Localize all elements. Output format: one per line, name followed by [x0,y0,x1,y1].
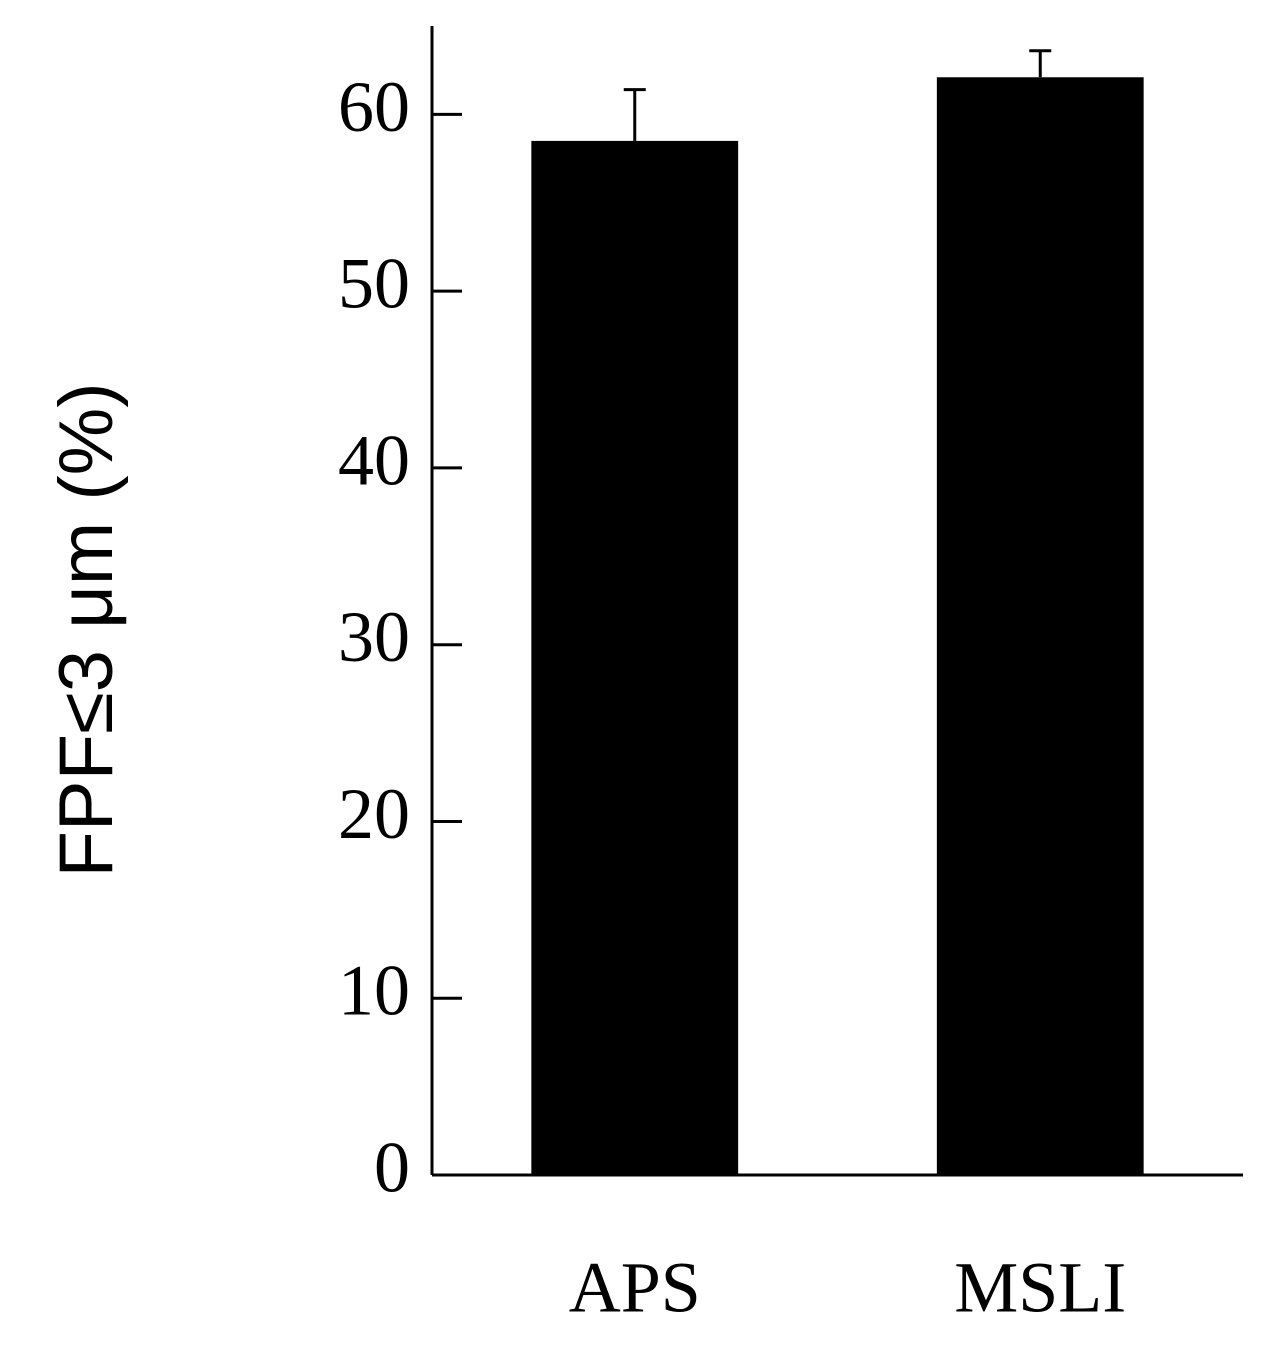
x-tick-label: APS [569,1248,701,1328]
error-bar [1029,49,1052,78]
y-tick-label: 0 [374,1128,410,1208]
bar [531,140,739,1175]
error-bar [623,88,646,141]
y-tick-label: 60 [338,67,410,147]
x-tick-label: MSLI [954,1248,1126,1328]
bar [936,77,1144,1176]
y-tick-label: 20 [338,774,410,854]
y-tick-label: 40 [338,420,410,500]
y-tick-label: 30 [338,597,410,677]
y-axis-label: FPF≤3 μm (%) [44,382,129,877]
y-tick-label: 10 [338,951,410,1031]
y-tick-label: 50 [338,244,410,324]
